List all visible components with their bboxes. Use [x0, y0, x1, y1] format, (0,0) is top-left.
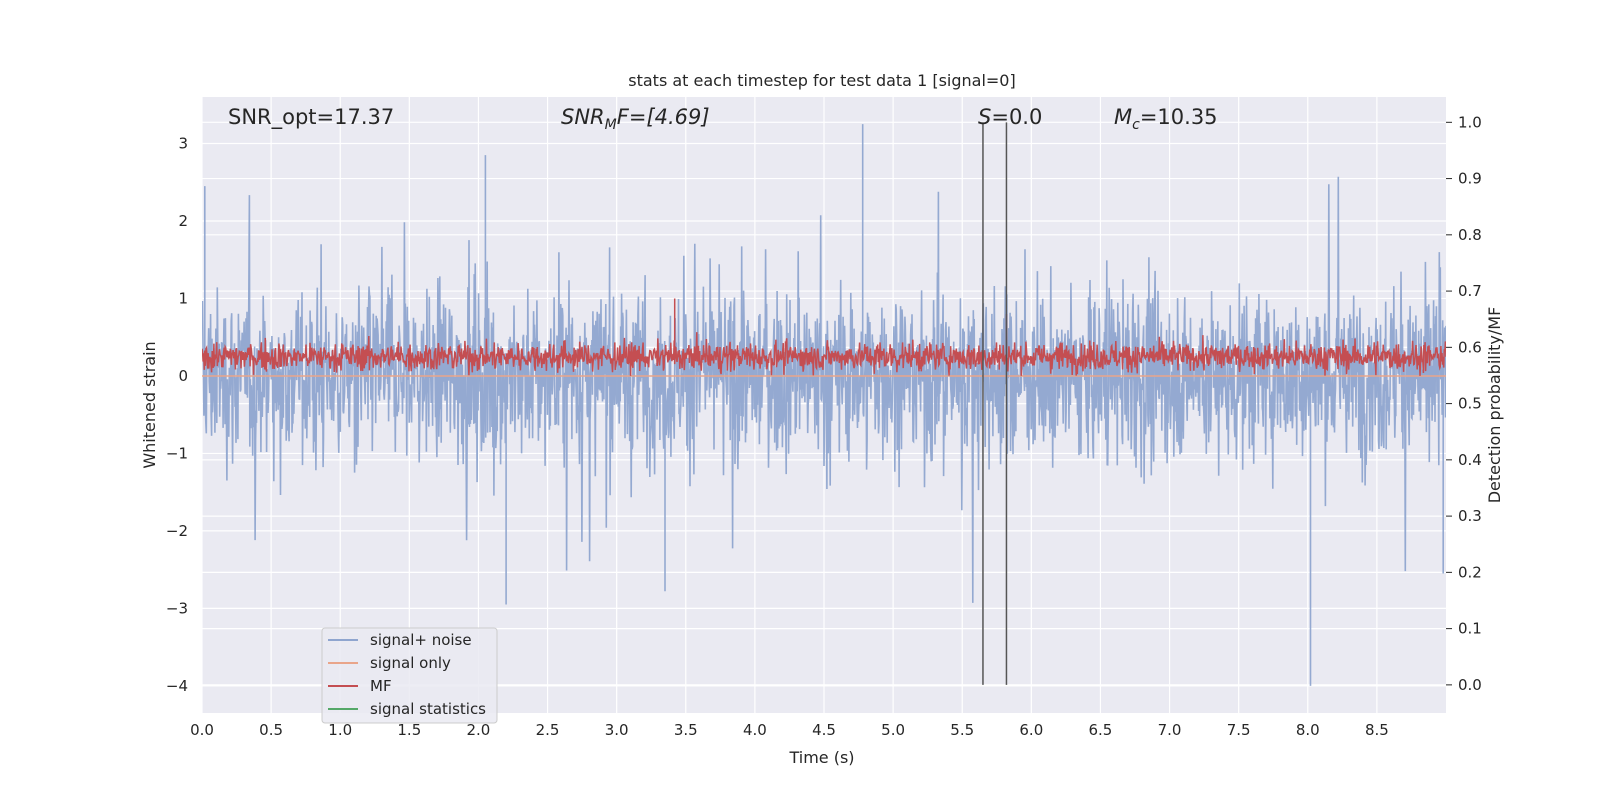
x-tick-label: 8.5 [1365, 721, 1389, 739]
y-tick-labels: 3 2 1 0 −1 −2 −3 −4 [166, 134, 188, 694]
x-tick-label: 3.5 [674, 721, 698, 739]
x-tick-label: 4.5 [812, 721, 836, 739]
y-right-tick-label: 0.4 [1458, 451, 1482, 469]
x-tick-label: 8.0 [1296, 721, 1320, 739]
y-tick-label: −3 [166, 599, 188, 617]
x-tick-label: 4.0 [743, 721, 767, 739]
snr-mf-label: SNR [561, 105, 605, 129]
y-tick-label: −1 [166, 444, 188, 462]
y-tick-label: −4 [166, 677, 188, 695]
mc-annotation: Mc=10.35 [1114, 105, 1218, 133]
x-tick-label: 2.0 [467, 721, 491, 739]
y-tick-label: 1 [178, 289, 188, 307]
y-right-tick-label: 0.5 [1458, 395, 1482, 413]
snr-mf-subscript: M [605, 117, 617, 133]
x-tick-label: 7.0 [1158, 721, 1182, 739]
y-right-tick-labels: 1.0 0.9 0.8 0.7 0.6 0.5 0.4 0.3 0.2 0.1 0.0 [1446, 113, 1482, 694]
y-right-tick-label: 0.3 [1458, 507, 1482, 525]
y-right-tick-label: 0.1 [1458, 620, 1482, 638]
x-tick-label: 2.5 [536, 721, 560, 739]
legend-label-signal-statistics: signal statistics [370, 700, 486, 718]
x-tick-label: 1.5 [397, 721, 421, 739]
y-right-tick-label: 1.0 [1458, 113, 1482, 131]
legend-box [321, 627, 498, 724]
s-annotation: S=0.0 [978, 105, 1042, 129]
x-tick-label: 0.0 [190, 721, 214, 739]
legend-label-mf: MF [370, 677, 392, 695]
y-right-tick-label: 0.0 [1458, 676, 1482, 694]
y-right-axis-label: Detection probability/MF [1485, 307, 1504, 504]
legend-label-signal-noise: signal+ noise [370, 631, 472, 649]
x-tick-label: 1.0 [328, 721, 352, 739]
y-right-tick-label: 0.7 [1458, 282, 1482, 300]
y-right-tick-label: 0.8 [1458, 226, 1482, 244]
chart-title: stats at each timestep for test data 1 [… [628, 71, 1015, 90]
x-tick-label: 6.5 [1089, 721, 1113, 739]
mc-subscript: c [1132, 117, 1140, 133]
x-tick-label: 3.0 [605, 721, 629, 739]
snr-mf-annotation: SNRMF=[4.69] [561, 105, 710, 133]
x-tick-label: 7.5 [1227, 721, 1251, 739]
legend-label-signal-only: signal only [370, 654, 451, 672]
snr-mf-rest: F=[4.69] [617, 105, 710, 129]
series-signal-noise [202, 124, 1446, 686]
y-tick-label: 2 [178, 212, 188, 230]
y-right-tick-label: 0.6 [1458, 338, 1482, 356]
s-label: S [978, 105, 991, 129]
y-right-tick-label: 0.2 [1458, 563, 1482, 581]
x-tick-label: 5.0 [881, 721, 905, 739]
y-tick-label: 3 [178, 134, 188, 152]
y-right-tick-label: 0.9 [1458, 170, 1482, 188]
series-layer [202, 122, 1446, 686]
y-tick-label: −2 [166, 522, 188, 540]
x-tick-labels: 0.0 0.5 1.0 1.5 2.0 2.5 3.0 3.5 4.0 4.5 5.0 5.5 6.0 6… [190, 721, 1389, 739]
mc-label: M [1114, 105, 1132, 129]
y-tick-label: 0 [178, 367, 188, 385]
snr-opt-annotation: SNR_opt=17.37 [228, 105, 394, 130]
x-tick-label: 6.0 [1019, 721, 1043, 739]
y-axis-label: Whitened strain [140, 341, 159, 468]
mc-value: =10.35 [1140, 105, 1218, 129]
chart-legend: signal+ noise signal only MF signal stat… [321, 627, 498, 724]
x-axis-label: Time (s) [788, 748, 854, 767]
s-value: =0.0 [991, 105, 1042, 129]
x-tick-label: 0.5 [259, 721, 283, 739]
x-tick-label: 5.5 [950, 721, 974, 739]
